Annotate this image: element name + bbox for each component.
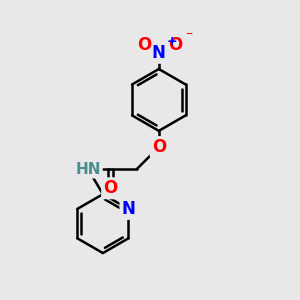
Text: ⁻: ⁻ bbox=[185, 29, 192, 43]
Text: N: N bbox=[152, 44, 166, 62]
Text: O: O bbox=[137, 37, 151, 55]
Text: O: O bbox=[152, 138, 166, 156]
Text: O: O bbox=[103, 179, 117, 197]
Text: N: N bbox=[122, 200, 135, 218]
Text: HN: HN bbox=[75, 162, 101, 177]
Text: +: + bbox=[167, 35, 178, 49]
Text: O: O bbox=[168, 37, 182, 55]
